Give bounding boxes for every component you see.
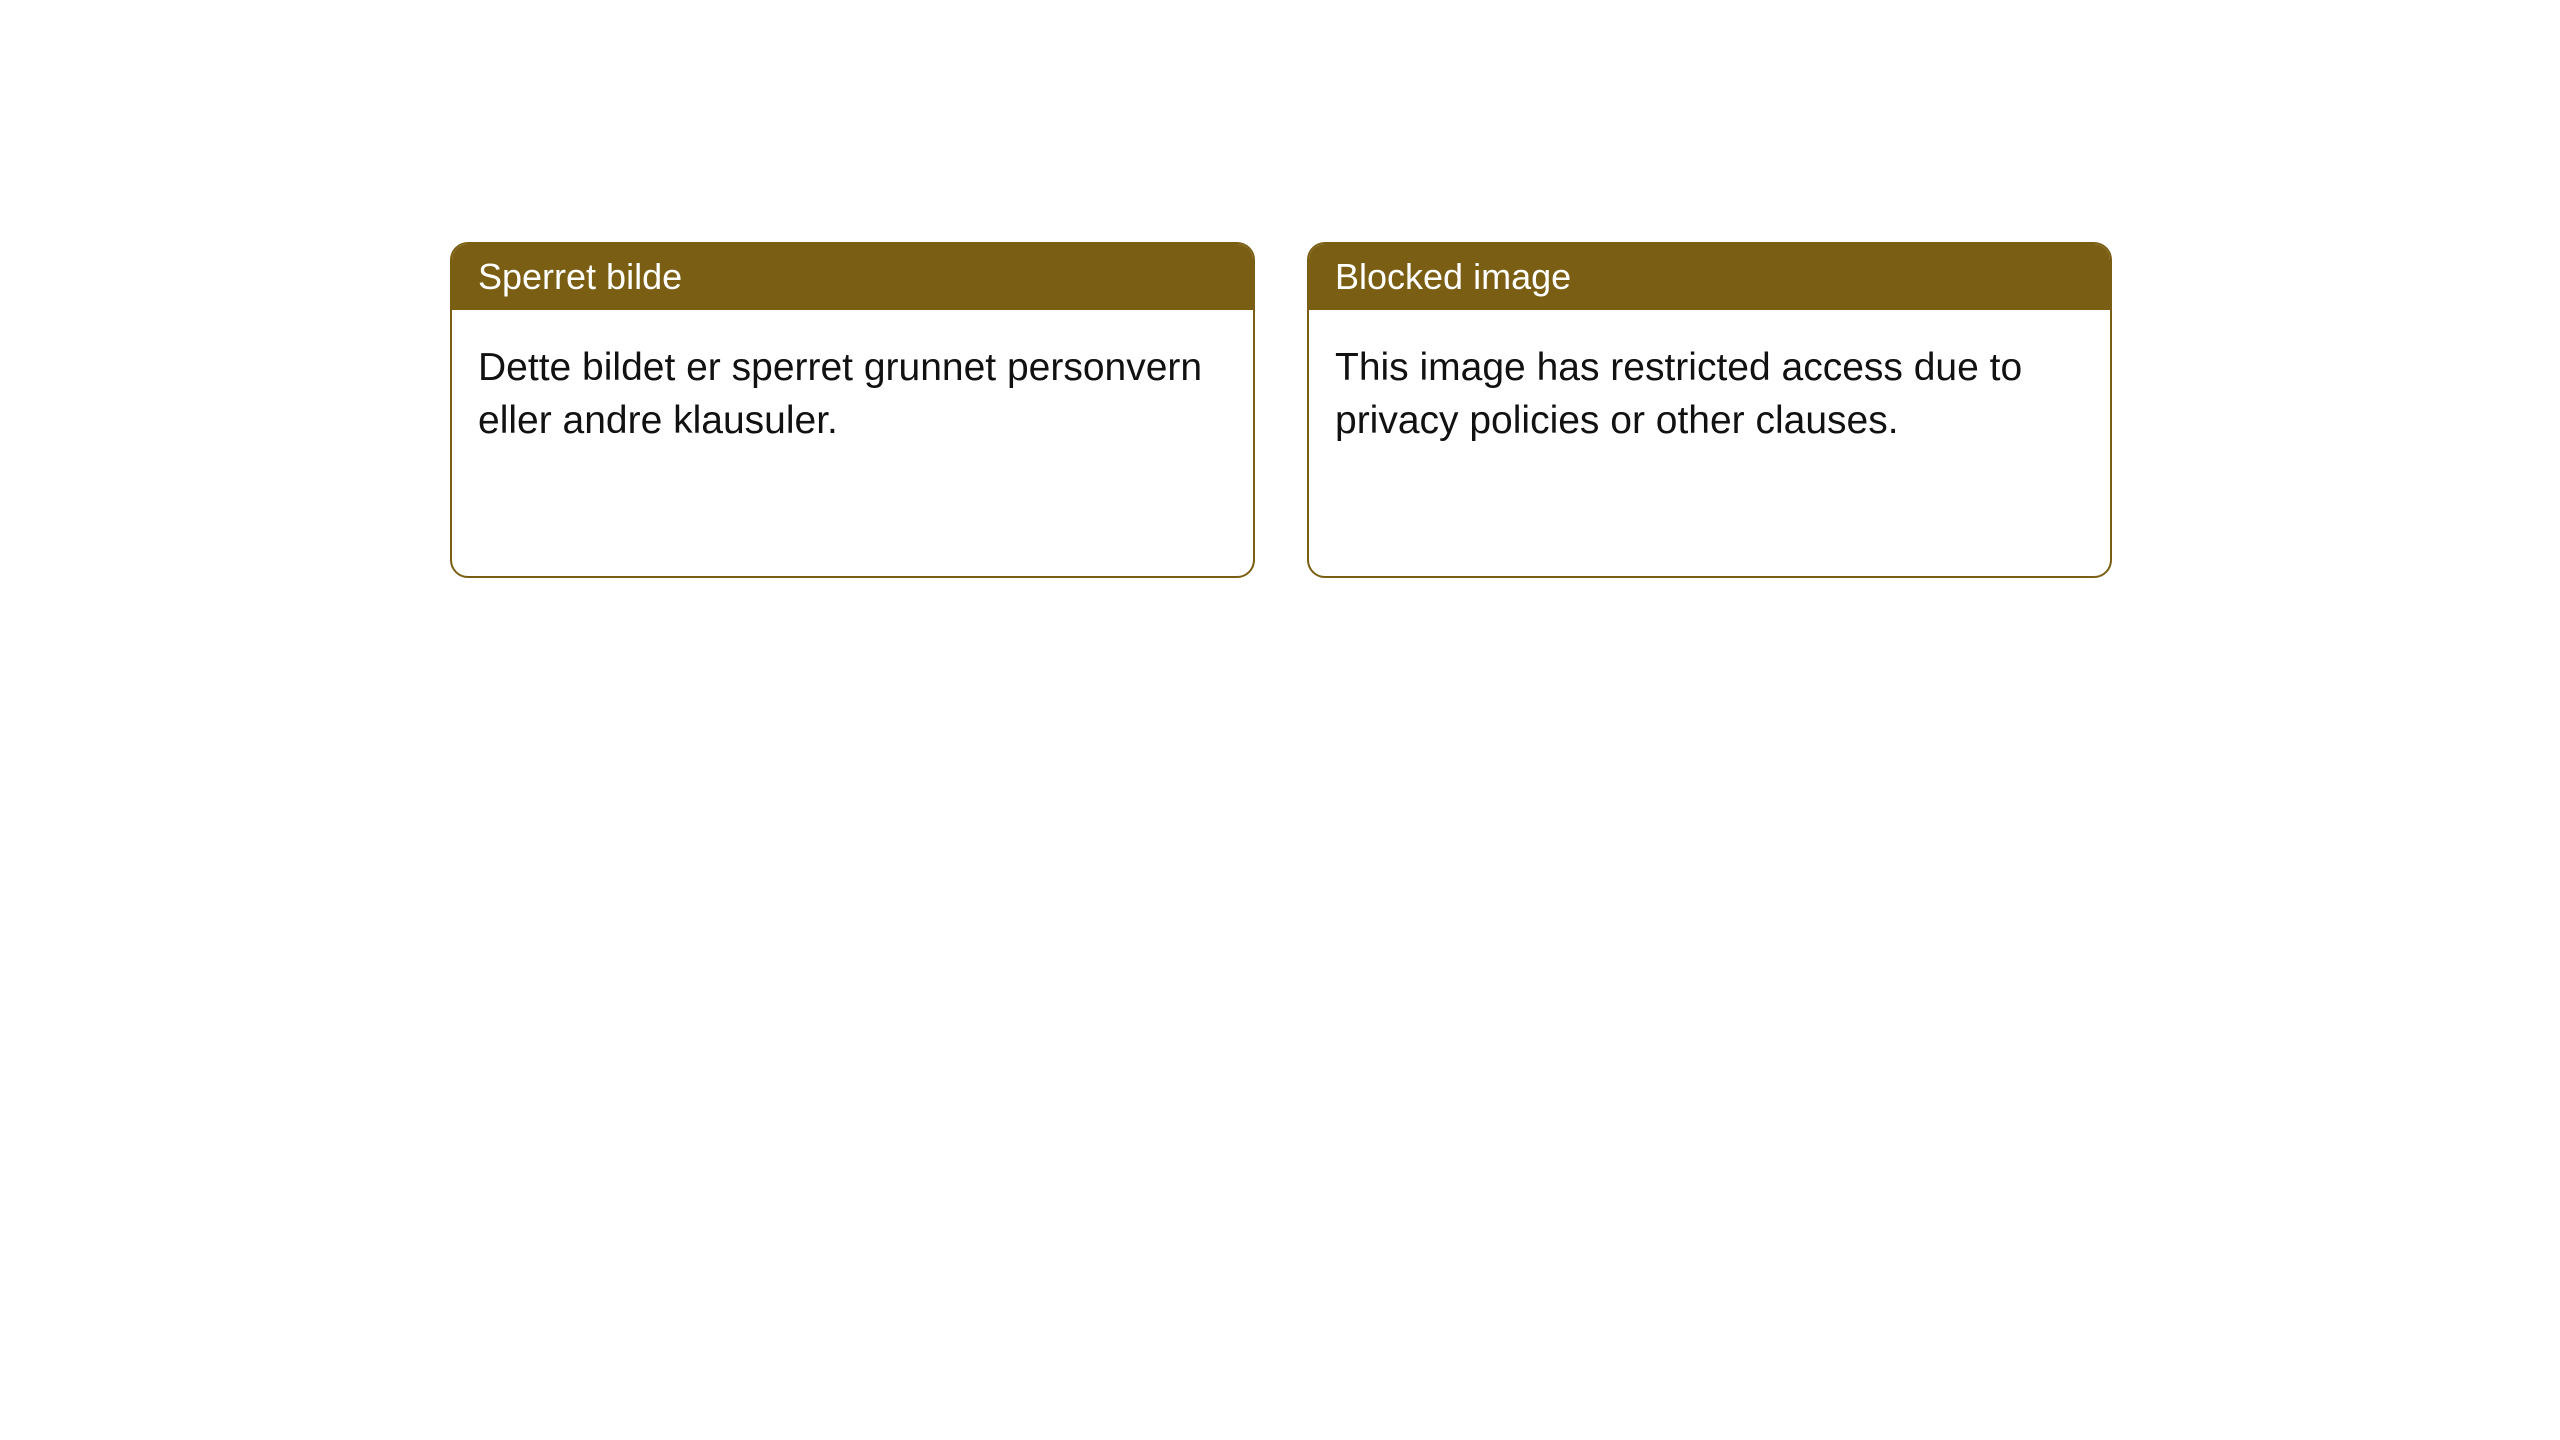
blocked-image-card-no: Sperret bilde Dette bildet er sperret gr… <box>450 242 1255 578</box>
card-body: This image has restricted access due to … <box>1309 310 2110 479</box>
card-title: Sperret bilde <box>478 256 682 297</box>
card-body-text: Dette bildet er sperret grunnet personve… <box>478 346 1202 442</box>
card-body-text: This image has restricted access due to … <box>1335 346 2022 442</box>
blocked-image-card-en: Blocked image This image has restricted … <box>1307 242 2112 578</box>
notice-cards-container: Sperret bilde Dette bildet er sperret gr… <box>450 242 2112 578</box>
card-header: Sperret bilde <box>452 244 1253 310</box>
card-title: Blocked image <box>1335 256 1571 297</box>
card-header: Blocked image <box>1309 244 2110 310</box>
card-body: Dette bildet er sperret grunnet personve… <box>452 310 1253 479</box>
